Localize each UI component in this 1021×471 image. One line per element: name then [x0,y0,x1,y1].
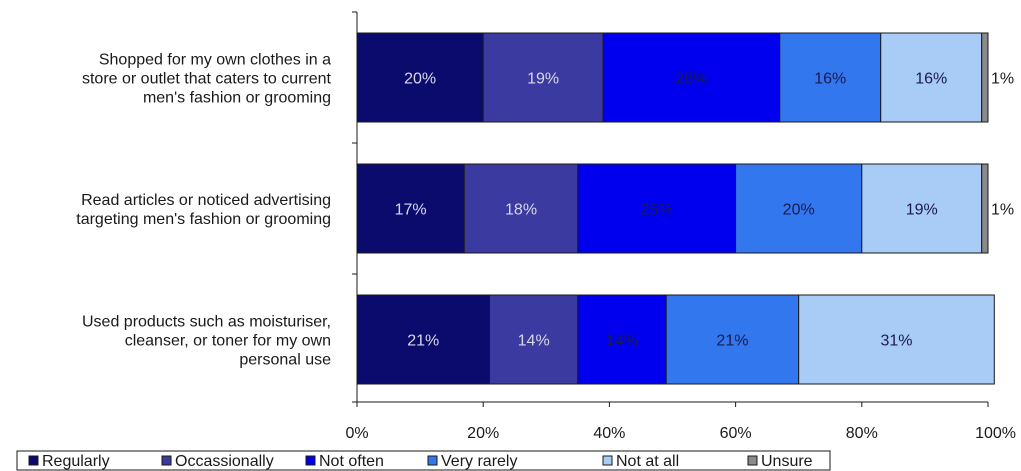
plot-area: 20% 19% 28% 16% 16% 1% Shopped for my own clot… [76,11,1016,442]
bar-segment-not-often-1 [602,32,781,123]
data-label: 31% [880,333,912,350]
legend-label: Very rarely [441,453,517,470]
data-label: 21% [407,333,439,350]
bar-segment-not-at-all-3 [798,294,995,385]
legend-swatch [747,455,758,466]
legend-item-occassionally: Occassionally [161,453,274,470]
bar-segment-not-at-all-1 [880,32,983,123]
legend-label: Not at all [616,453,679,470]
bar-segment-regularly-2 [356,163,465,254]
x-tick-label: 80% [846,425,878,442]
legend-item-unsure: Unsure [747,453,813,470]
legend-swatch [161,455,172,466]
x-tick-label: 40% [593,425,625,442]
bar-segment-unsure-2 [981,163,989,254]
data-label: 21% [716,333,748,350]
bar-segment-not-often-2 [577,163,737,254]
bar-segment-regularly-1 [356,32,484,123]
legend-label: Not often [319,453,384,470]
category-label: Shopped for my own clothes in a store or … [82,52,332,107]
legend-box [16,450,831,471]
bar-segment-occassionally-2 [463,163,579,254]
bar-segment-very-rarely-2 [735,163,863,254]
data-label: 25% [641,202,673,219]
x-tick-label: 20% [467,425,499,442]
bar-segment-very-rarely-1 [779,32,882,123]
data-label: 14% [518,333,550,350]
legend-label: Unsure [761,453,813,470]
x-tick-label: 60% [720,425,752,442]
data-label: 16% [814,71,846,88]
legend-swatch [427,455,438,466]
data-label: 20% [404,71,436,88]
legend-label: Occassionally [175,453,274,470]
data-label: 28% [675,71,707,88]
x-tick-label: 100% [975,425,1016,442]
data-label: 14% [606,333,638,350]
legend-item-not-at-all: Not at all [602,453,679,470]
legend-swatch [28,455,39,466]
data-label: 16% [915,71,947,88]
x-tick-label: 0% [345,425,368,442]
legend-swatch [305,455,316,466]
legend-label: Regularly [42,453,110,470]
data-label: 17% [395,202,427,219]
legend-item-not-often: Not often [305,453,384,470]
data-label: 18% [505,202,537,219]
category-label: Used products such as moisturiser, cleans… [82,314,331,369]
bar-segment-occassionally-1 [482,32,604,123]
data-label: 1% [991,202,1014,219]
data-label: 1% [991,71,1014,88]
bar-segment-unsure-1 [981,32,989,123]
legend-item-very-rarely: Very rarely [427,453,517,470]
bar-segment-not-at-all-2 [861,163,983,254]
legend: Regularly Occassionally Not often Very rare… [16,450,831,471]
data-label: 20% [783,202,815,219]
bar-segment-very-rarely-3 [665,294,800,385]
bar-segment-not-often-3 [577,294,667,385]
legend-item-regularly: Regularly [28,453,110,470]
category-label: Read articles or noticed advertising targ… [76,192,331,228]
data-label: 19% [527,71,559,88]
data-label: 19% [906,202,938,219]
bar-segment-occassionally-3 [489,294,579,385]
legend-swatch [602,455,613,466]
